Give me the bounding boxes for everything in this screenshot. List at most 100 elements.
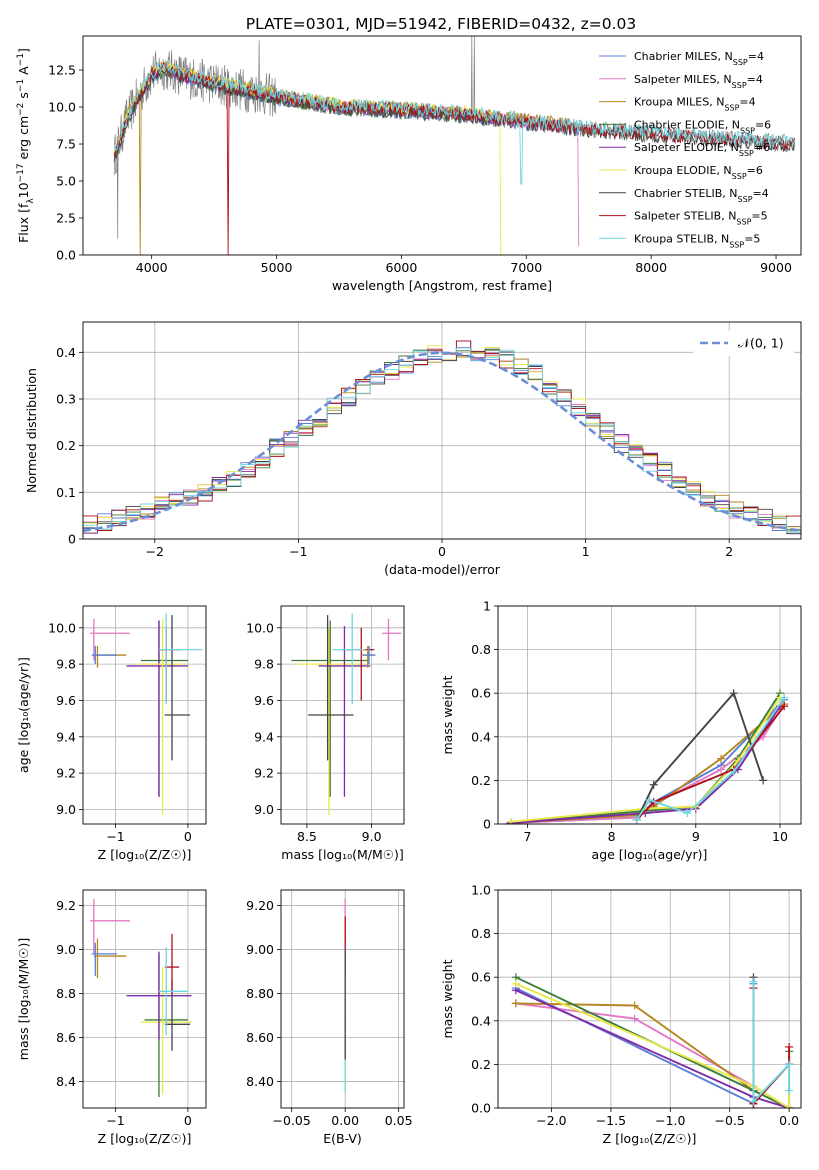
series-marker [785, 1086, 794, 1095]
error-bar-point [126, 620, 188, 797]
y-tick-label: 5.0 [56, 174, 76, 189]
y-tick-label: 9.6 [254, 693, 274, 708]
x-tick-label: −0.05 [273, 1113, 311, 1128]
series-marker [785, 1060, 794, 1069]
error-bar-point [332, 613, 366, 705]
series-marker [511, 979, 520, 988]
x-tick-label: 8.5 [297, 829, 317, 844]
age-vs-Z-panel: −1 0 9.0 9.2 9.4 9.6 9.8 10.0 Z [log₁₀(Z/Z☉)] age… [16, 605, 207, 862]
model-line-kroupa-elodie [113, 60, 502, 255]
y-tick-label: 0.2 [56, 438, 76, 453]
error-bar-point [158, 613, 203, 705]
series-marker [630, 1014, 639, 1023]
x-axis-label: age [log₁₀(age/yr)] [592, 847, 708, 862]
series-marker [729, 689, 738, 698]
mass-weight-vs-age-series [506, 689, 789, 824]
mass-vs-EBV-frame [280, 889, 405, 1109]
y-axis-label: mass weight [440, 675, 455, 754]
mass-weight-vs-age-axes: 7 8 9 10 0 0.2 0.4 0.6 0.8 1 [471, 599, 801, 844]
mass-vs-EBV-panel: −0.05 0.00 0.05 8.40 8.60 8.80 9.00 9.20 E(B-V) [246, 889, 413, 1146]
x-tick-label: 0.00 [331, 1113, 359, 1128]
y-tick-label: 9.4 [56, 729, 76, 744]
y-tick-label: 9.0 [56, 802, 76, 817]
y-axis-label-part: −17 [16, 163, 26, 182]
y-axis-label-part: −1 [16, 53, 26, 66]
series-line-salpeter-miles [510, 703, 785, 824]
y-tick-label: 1.0 [471, 883, 491, 898]
series-marker [749, 977, 758, 986]
mass-weight-vs-Z-series [511, 973, 794, 1108]
legend-subscript: SSP [733, 58, 748, 67]
y-tick-label: 0.6 [471, 686, 491, 701]
y-tick-label: 0 [68, 532, 76, 547]
model-line-kroupa-miles [113, 61, 580, 255]
x-tick-label: 8 [608, 829, 616, 844]
y-tick-label: 9.2 [56, 766, 76, 781]
y-tick-label: 9.2 [254, 766, 274, 781]
residuals-frame [82, 321, 802, 540]
y-tick-label: 0.6 [471, 970, 491, 985]
histogram-kroupa-stelib [83, 347, 801, 534]
error-bar-point [90, 618, 131, 661]
y-tick-label: 9.20 [246, 898, 274, 913]
y-axis-label: Normed distribution [24, 368, 39, 493]
mass-vs-Z-axes: −1 0 8.4 8.6 8.8 9.0 9.2 [56, 890, 206, 1128]
axes-layer: 4000 5000 6000 7000 8000 90000.02.55.07.510.0… [16, 35, 802, 1146]
y-axis-label-part: 10 [16, 182, 31, 198]
mass-weight-vs-age-frame [497, 605, 802, 825]
x-axis-label: Z [log₁₀(Z/Z☉)] [603, 1131, 697, 1146]
residuals-panel: −2 −1 0 1 2 0 0.1 0.2 0.3 0.4 (data-model)/error No… [24, 321, 802, 577]
x-tick-label: −1 [289, 544, 307, 559]
legend-nssp-value: =5 [744, 232, 760, 245]
series-marker [759, 776, 768, 785]
x-axis-label: E(B-V) [323, 1131, 362, 1146]
x-tick-label: 5000 [261, 260, 293, 275]
legend-nssp-value: =4 [739, 96, 755, 109]
series-line-salpeter-stelib [752, 988, 791, 1107]
legend-entry: Kroupa STELIB, NSSP=5 [634, 232, 760, 249]
series-marker [630, 1001, 639, 1010]
x-tick-label: 0 [438, 544, 446, 559]
age-vs-mass-frame [280, 605, 405, 825]
y-tick-label: 9.4 [254, 729, 274, 744]
legend-subscript: SSP [740, 126, 755, 135]
y-tick-label: 8.40 [246, 1074, 274, 1089]
legend-nssp-value: =6 [747, 164, 763, 177]
x-axis-label: (data-model)/error [384, 562, 501, 577]
y-tick-label: 8.4 [56, 1074, 76, 1089]
y-tick-label: 0.0 [471, 1101, 491, 1116]
series-marker [649, 780, 658, 789]
y-axis-label-part: λ [26, 198, 36, 204]
figure-title: PLATE=0301, MJD=51942, FIBERID=0432, z=0… [246, 15, 636, 33]
x-tick-label: 10 [772, 829, 788, 844]
y-tick-label: 12.5 [48, 63, 76, 78]
y-tick-label: 9.0 [254, 802, 274, 817]
x-tick-label: −2.0 [536, 1113, 566, 1128]
series-marker [785, 1042, 794, 1051]
histogram-salpeter-stelib [83, 340, 801, 531]
legend-nssp-value: =5 [751, 210, 767, 223]
error-bar-point [381, 618, 402, 661]
error-bar-point [291, 620, 370, 797]
legend-nssp-value: =6 [755, 118, 771, 131]
y-tick-label: 9.8 [56, 657, 76, 672]
error-bar-point [158, 947, 188, 1036]
x-tick-label: 4000 [136, 260, 168, 275]
y-axis-label: mass [log₁₀(M/M☉)] [16, 938, 31, 1060]
y-axis-label-part: Flux [f [16, 203, 31, 243]
y-axis-label: age [log₁₀(age/yr)] [16, 657, 31, 773]
y-tick-label: 9.6 [56, 693, 76, 708]
x-tick-label: 0.05 [385, 1113, 413, 1128]
y-axis-label-part: s [16, 92, 31, 103]
y-axis-label: mass weight [440, 959, 455, 1038]
error-bar-point [140, 620, 188, 797]
error-bar-point [91, 942, 118, 976]
legend-entry: Salpeter STELIB, NSSP=5 [634, 210, 768, 227]
y-axis-label-part: ] [16, 48, 31, 53]
y-tick-label: 0.3 [56, 392, 76, 407]
x-tick-label: −2 [146, 544, 164, 559]
mass-weight-vs-Z-panel: −2.0 −1.5 −1.0 −0.5 0.0 0.0 0.2 0.4 0.6 0.8 1.0 Z [… [440, 883, 802, 1146]
legend-entry: Salpeter MILES, NSSP=4 [634, 73, 763, 90]
age-vs-mass-panel: 8.5 9.0 9.0 9.2 9.4 9.6 9.8 10.0 mass [log₁₀(M/M… [246, 605, 405, 862]
x-tick-label: 0.0 [779, 1113, 799, 1128]
